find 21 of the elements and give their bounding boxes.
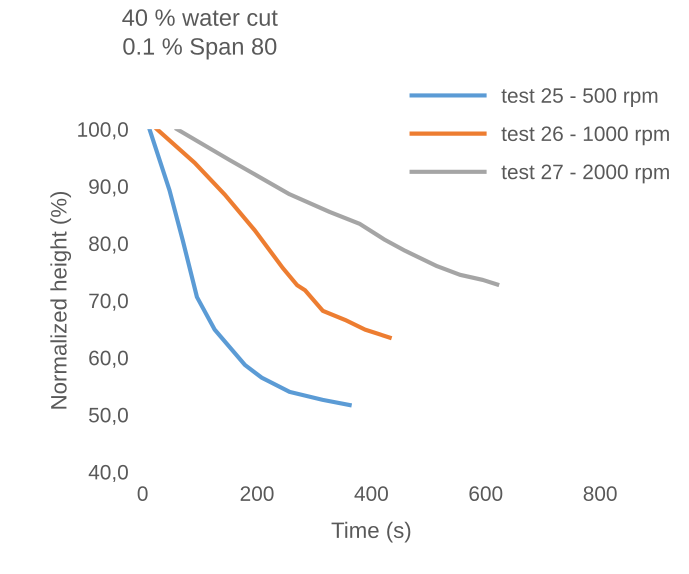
- x-tick-label: 600: [469, 486, 502, 502]
- x-tick-label: 400: [354, 486, 388, 502]
- y-tick-label: 50,0: [89, 408, 128, 425]
- y-tick-label: 40,0: [88, 464, 128, 482]
- line-series: [174, 129, 500, 287]
- y-tick-label: 100,0: [78, 122, 128, 140]
- x-tick-label: 800: [584, 486, 617, 502]
- legend-label: test 26 - 1000 rpm: [502, 126, 669, 146]
- legend-label: test 27 - 2000 rpm: [502, 164, 669, 184]
- legend-label: test 25 - 500 rpm: [502, 88, 658, 108]
- y-tick-label: 60,0: [89, 350, 128, 368]
- line-series: [147, 129, 352, 408]
- chart-title: 40 % water cut 0.1 % Span 80: [122, 9, 278, 60]
- y-tick-label: 80,0: [89, 236, 128, 254]
- y-tick-label: 90,0: [89, 179, 128, 196]
- y-axis-title: Normalized height (%): [50, 192, 72, 409]
- x-axis-title: Time (s): [332, 522, 410, 543]
- y-tick-label: 70,0: [89, 293, 128, 311]
- x-tick-label: 0: [138, 486, 148, 502]
- line-series: [154, 129, 392, 340]
- x-tick-label: 200: [240, 486, 274, 502]
